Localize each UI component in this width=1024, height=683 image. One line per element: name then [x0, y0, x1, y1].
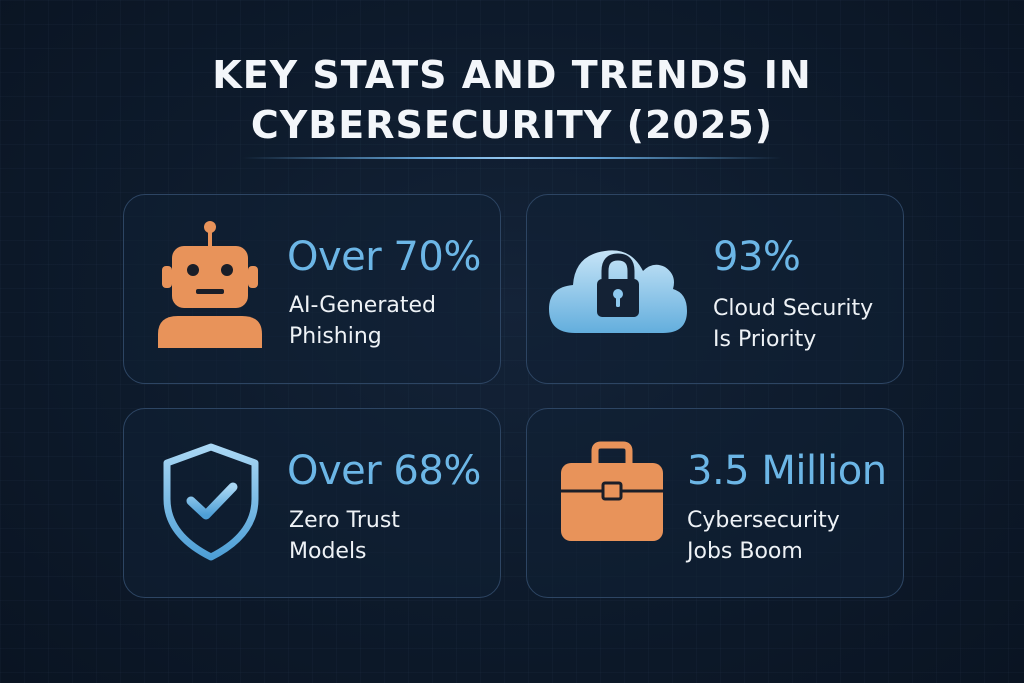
- stat-value: Over 68%: [287, 448, 481, 494]
- stat-label: Cybersecurity Jobs Boom: [687, 505, 887, 567]
- stat-label-line-1: AI-Generated: [289, 293, 436, 318]
- shield-check-icon: [161, 443, 261, 561]
- stat-label-line-2: Phishing: [289, 324, 382, 349]
- page-title-line-1: KEY STATS AND TRENDS IN: [212, 53, 812, 97]
- stat-label-line-1: Cloud Security: [713, 296, 874, 321]
- stat-card-zero-trust: Over 68% Zero Trust Models: [123, 408, 501, 598]
- stat-label: Zero Trust Models: [289, 505, 489, 567]
- briefcase-icon: [557, 441, 667, 545]
- stat-label: AI-Generated Phishing: [289, 290, 489, 352]
- stat-label-line-2: Is Priority: [713, 327, 817, 352]
- title-divider: [242, 157, 782, 159]
- stat-label: Cloud Security Is Priority: [713, 293, 913, 355]
- page-title: KEY STATS AND TRENDS IN CYBERSECURITY (2…: [0, 50, 1024, 150]
- stat-label-line-2: Jobs Boom: [687, 539, 803, 564]
- stat-label-line-2: Models: [289, 539, 367, 564]
- stat-card-cloud-security: 93% Cloud Security Is Priority: [526, 194, 904, 384]
- stat-value: 93%: [713, 234, 801, 280]
- page-title-line-2: CYBERSECURITY (2025): [250, 103, 774, 147]
- cloud-lock-icon: [545, 235, 690, 335]
- stat-label-line-1: Cybersecurity: [687, 508, 840, 533]
- stat-label-line-1: Zero Trust: [289, 508, 400, 533]
- stat-value: Over 70%: [287, 234, 481, 280]
- robot-icon: [154, 220, 266, 352]
- stat-card-jobs: 3.5 Million Cybersecurity Jobs Boom: [526, 408, 904, 598]
- stat-card-ai-phishing: Over 70% AI-Generated Phishing: [123, 194, 501, 384]
- stat-value: 3.5 Million: [687, 448, 887, 494]
